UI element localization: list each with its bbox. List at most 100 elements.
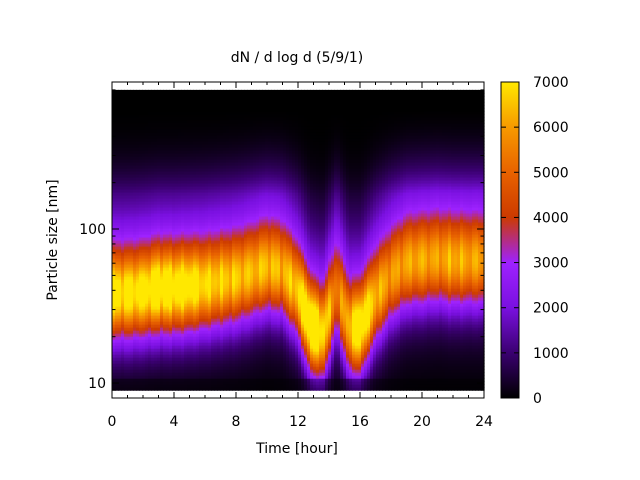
heatmap-cell [133,294,137,298]
heatmap-cell [124,119,128,124]
heatmap-cell [172,336,176,340]
heatmap-cell [163,116,167,121]
heatmap-cell [145,182,149,187]
heatmap-cell [148,152,152,157]
heatmap-cell [130,131,134,136]
heatmap-cell [169,252,173,256]
heatmap-cell [112,167,116,172]
heatmap-cell [166,312,170,316]
heatmap-cell [175,209,179,214]
heatmap-cell [154,375,158,379]
heatmap-cell [172,164,176,169]
heatmap-cell [118,267,122,271]
heatmap-cell [157,381,161,385]
heatmap-cell [124,237,128,241]
heatmap-cell [151,336,155,340]
heatmap-cell [139,158,143,163]
heatmap-cell [154,173,158,178]
heatmap-cell [139,294,143,298]
heatmap-cell [136,206,140,211]
heatmap-cell [121,89,125,94]
heatmap-cell [142,125,146,130]
heatmap-cell [130,279,134,283]
heatmap-cell [130,107,134,112]
heatmap-cell [130,164,134,169]
heatmap-cell [160,170,164,175]
heatmap-cell [166,309,170,313]
heatmap-cell [169,279,173,283]
heatmap-cell [172,191,176,196]
heatmap-cell [157,330,161,334]
heatmap-cell [175,276,179,280]
heatmap-cell [163,227,167,232]
heatmap-cell [127,276,131,280]
heatmap-cell [157,173,161,178]
heatmap-cell [163,237,167,241]
heatmap-cell [118,357,122,361]
heatmap-cell [121,98,125,103]
heatmap-cell [139,221,143,226]
heatmap-cell [112,249,116,253]
heatmap-cell [151,113,155,118]
heatmap-cell [124,243,128,247]
heatmap-cell [151,227,155,232]
heatmap-cell [112,240,116,244]
heatmap-cell [175,339,179,343]
heatmap-cell [118,158,122,163]
heatmap-cell [166,200,170,205]
heatmap-cell [145,146,149,151]
heatmap-cell [133,107,137,112]
heatmap-cell [166,276,170,280]
heatmap-cell [166,246,170,250]
heatmap-cell [133,209,137,214]
heatmap-cell [127,215,131,220]
heatmap-cell [133,164,137,169]
heatmap-cell [118,297,122,301]
heatmap-cell [148,306,152,310]
heatmap-cell [118,122,122,127]
heatmap-cell [169,122,173,127]
heatmap-cell [145,173,149,178]
heatmap-cell [133,363,137,367]
heatmap-cell [139,309,143,313]
heatmap-cell [139,182,143,187]
heatmap-cell [154,264,158,268]
heatmap-cell [163,345,167,349]
heatmap-cell [133,197,137,202]
heatmap-cell [145,381,149,385]
heatmap-cell [112,258,116,262]
heatmap-cell [121,240,125,244]
heatmap-cell [115,387,119,391]
heatmap-cell [160,312,164,316]
heatmap-cell [166,221,170,226]
heatmap-cell [133,125,137,130]
heatmap-cell [157,167,161,172]
heatmap-cell [133,89,137,94]
heatmap-cell [130,197,134,202]
heatmap-cell [163,188,167,193]
heatmap-cell [148,161,152,166]
heatmap-cell [115,206,119,211]
heatmap-cell [169,143,173,148]
heatmap-cell [136,143,140,148]
heatmap-cell [112,101,116,106]
heatmap-cell [139,104,143,109]
heatmap-cell [145,227,149,232]
heatmap-cell [124,330,128,334]
heatmap-cell [157,261,161,265]
heatmap-cell [112,143,116,148]
heatmap-cell [142,387,146,391]
heatmap-cell [151,215,155,220]
heatmap-cell [154,240,158,244]
heatmap-cell [139,170,143,175]
heatmap-cell [154,143,158,148]
heatmap-cell [175,249,179,253]
heatmap-cell [115,351,119,355]
heatmap-cell [121,360,125,364]
heatmap-cell [175,360,179,364]
heatmap-cell [151,164,155,169]
heatmap-cell [142,101,146,106]
heatmap-cell [154,116,158,121]
heatmap-cell [139,252,143,256]
heatmap-cell [169,209,173,214]
